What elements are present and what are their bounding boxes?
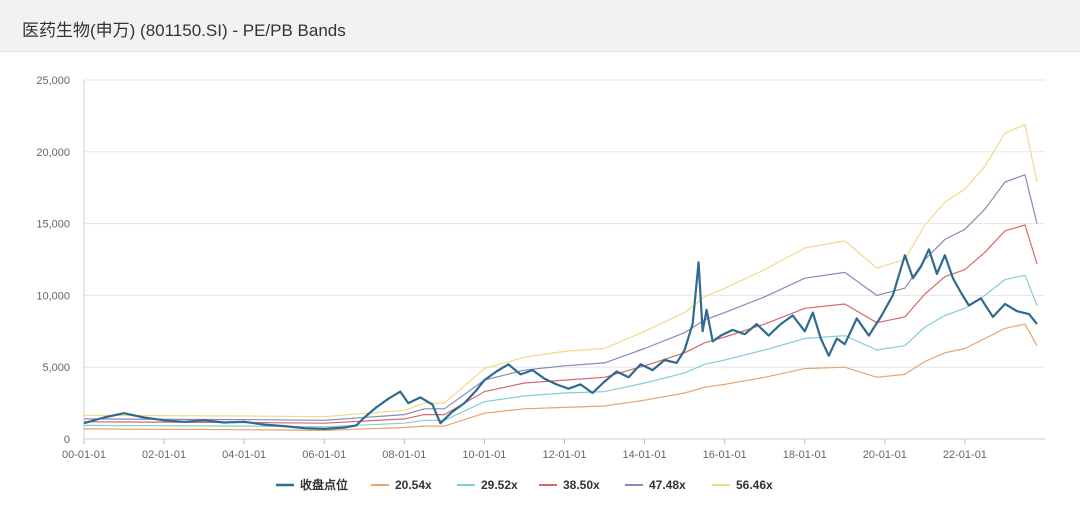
series-line-20.54x	[83, 323, 1038, 431]
axes: 0 5,000 10,000 15,000 20,000 25,000 00-01-01 02…	[36, 75, 987, 461]
x-tick-label: 00-01-01	[62, 449, 106, 461]
x-tick-label: 10-01-01	[462, 449, 506, 461]
legend-label[interactable]: 收盘点位	[300, 477, 348, 492]
x-tick-label: 18-01-01	[783, 449, 827, 461]
series-lines	[83, 123, 1038, 431]
y-tick-label: 25,000	[36, 75, 70, 87]
legend-label[interactable]: 47.48x	[649, 478, 686, 492]
legend-label[interactable]: 20.54x	[395, 478, 432, 492]
x-tick-label: 04-01-01	[222, 449, 266, 461]
y-tick-label: 20,000	[36, 147, 70, 159]
x-tick-label: 06-01-01	[302, 449, 346, 461]
x-tick-label: 14-01-01	[623, 449, 667, 461]
series-line-29.52x	[83, 274, 1038, 428]
legend[interactable]: 收盘点位 20.54x 29.52x 38.50x 47.48x 56.46x	[276, 477, 773, 492]
y-tick-label: 5,000	[42, 362, 70, 374]
pe-band-chart: 0 5,000 10,000 15,000 20,000 25,000 00-01-01 02…	[36, 75, 1045, 492]
y-tick-label: 15,000	[36, 219, 70, 231]
y-tick-label: 10,000	[36, 290, 70, 302]
series-line-收盘点位	[83, 248, 1038, 430]
legend-label[interactable]: 38.50x	[563, 478, 600, 492]
y-tick-label: 0	[64, 434, 70, 446]
series-line-47.48x	[83, 174, 1038, 421]
x-tick-label: 20-01-01	[863, 449, 907, 461]
x-tick-label: 22-01-01	[943, 449, 987, 461]
x-tick-label: 12-01-01	[542, 449, 586, 461]
x-tick-label: 16-01-01	[703, 449, 747, 461]
series-line-56.46x	[83, 123, 1038, 418]
legend-label[interactable]: 56.46x	[736, 478, 773, 492]
legend-label[interactable]: 29.52x	[481, 478, 518, 492]
grid-lines	[84, 79, 1045, 440]
x-tick-label: 02-01-01	[142, 449, 186, 461]
chart-title: 医药生物(申万) (801150.SI) - PE/PB Bands	[22, 21, 346, 40]
chart-header: 医药生物(申万) (801150.SI) - PE/PB Bands	[0, 0, 1080, 52]
x-tick-label: 08-01-01	[382, 449, 426, 461]
